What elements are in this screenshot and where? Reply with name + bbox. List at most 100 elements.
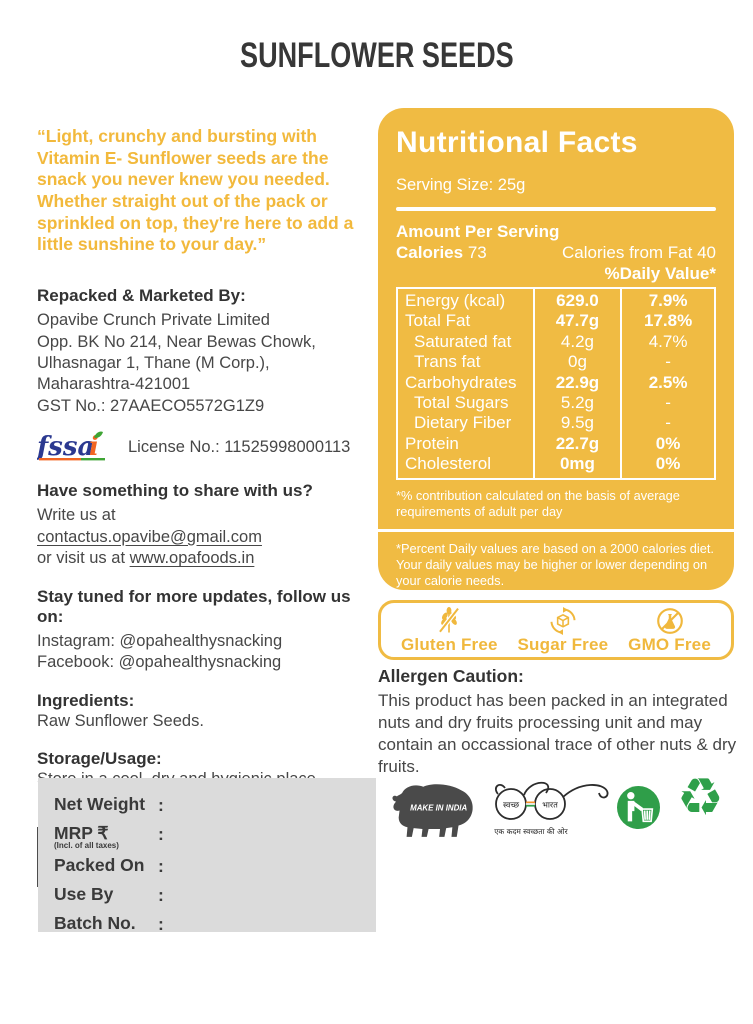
mrp-field: MRP ₹ (Incl. of all taxes) : bbox=[54, 823, 376, 850]
nutrient-label: Dietary Fiber bbox=[414, 413, 512, 433]
nutrient-label: Carbohydrates bbox=[405, 372, 517, 392]
gmo-free-badge: GMO Free bbox=[628, 606, 711, 653]
svg-text:एक कदम स्वच्छता की ओर: एक कदम स्वच्छता की ओर bbox=[494, 827, 568, 836]
nutrient-label: Protein bbox=[405, 433, 459, 453]
nutrient-amount: 0g bbox=[532, 352, 622, 373]
sugar-free-badge: Sugar Free bbox=[518, 606, 609, 653]
colon: : bbox=[158, 914, 164, 934]
nutrition-facts-panel: Nutritional Facts Serving Size: 25g Amou… bbox=[378, 108, 734, 590]
svg-text:i: i bbox=[89, 432, 99, 462]
address-line: Maharashtra-421001 bbox=[37, 375, 191, 394]
colon: : bbox=[158, 795, 164, 815]
table-row: Saturated fat 4.2g 4.7% bbox=[397, 331, 715, 353]
left-column: “Light, crunchy and bursting with Vitami… bbox=[37, 126, 377, 888]
storage-heading: Storage/Usage: bbox=[37, 748, 162, 768]
company-name: Opavibe Crunch Private Limited bbox=[37, 311, 270, 330]
table-row: Cholesterol 0mg 0% bbox=[397, 454, 715, 479]
use-by-field: Use By : bbox=[54, 885, 376, 905]
page-title: SUNFLOWER SEEDS bbox=[0, 34, 753, 75]
calories-row: Calories 73 Calories from Fat 40 bbox=[396, 242, 716, 263]
nutrient-amount: 5.2g bbox=[532, 393, 622, 414]
social-heading: Stay tuned for more updates, follow us o… bbox=[37, 586, 351, 626]
colon: : bbox=[158, 856, 164, 876]
flask-slash-icon bbox=[656, 606, 684, 636]
nutrient-amount: 9.5g bbox=[532, 413, 622, 434]
fssai-license-row: fssa i License No.: 11525998000113 bbox=[37, 430, 377, 464]
packed-on-label: Packed On bbox=[54, 855, 145, 875]
gluten-free-badge: Gluten Free bbox=[401, 606, 498, 653]
sugar-cube-recycle-icon bbox=[549, 606, 577, 636]
nutrient-dv: 4.7% bbox=[620, 331, 715, 353]
contact-email-link[interactable]: contactus.opavibe@gmail.com bbox=[37, 527, 262, 546]
share-heading: Have something to share with us? bbox=[37, 481, 313, 501]
nutrition-footnote-1: *% contribution calculated on the basis … bbox=[396, 487, 680, 519]
nutrient-dv: - bbox=[620, 413, 715, 434]
wheat-slash-icon bbox=[436, 606, 462, 636]
nutrient-label: Total Sugars bbox=[414, 393, 509, 413]
nutrient-dv: - bbox=[620, 352, 715, 373]
mrp-taxes-note: (Incl. of all taxes) bbox=[54, 841, 119, 850]
daily-value-heading: %Daily Value* bbox=[604, 264, 716, 283]
allergen-caution: Allergen Caution: This product has been … bbox=[378, 666, 742, 778]
nutrient-dv: 7.9% bbox=[620, 288, 715, 312]
serving-size: Serving Size: 25g bbox=[396, 176, 526, 194]
mrp-label: MRP ₹ (Incl. of all taxes) bbox=[54, 823, 119, 850]
nutrient-label: Energy (kcal) bbox=[405, 291, 506, 310]
fssai-logo-icon: fssa i bbox=[37, 431, 105, 462]
nutrient-amount: 0mg bbox=[532, 454, 622, 479]
nutrient-dv: 0% bbox=[620, 433, 715, 455]
divider bbox=[396, 207, 716, 211]
marketing-quote: “Light, crunchy and bursting with Vitami… bbox=[37, 126, 354, 255]
batch-no-field: Batch No. : bbox=[54, 914, 376, 934]
nutrient-dv: 17.8% bbox=[620, 311, 715, 332]
gst-number: GST No.: 27AAECO5572G1Z9 bbox=[37, 396, 265, 415]
product-name: SUNFLOWER SEEDS bbox=[239, 34, 514, 75]
nutrient-amount: 22.9g bbox=[532, 372, 622, 394]
recycle-icon: ♻ bbox=[677, 768, 724, 828]
website-link[interactable]: www.opafoods.in bbox=[129, 549, 255, 568]
write-us-label: Write us at bbox=[37, 506, 116, 525]
facebook-handle[interactable]: Facebook: @opahealthysnacking bbox=[37, 653, 282, 672]
table-row: Dietary Fiber 9.5g - bbox=[397, 413, 715, 434]
svg-text:भारत: भारत bbox=[542, 801, 558, 810]
make-in-india-lion-icon: MAKE IN INDIA bbox=[389, 782, 477, 851]
address-line: Opp. BK No 214, Near Bewas Chowk, bbox=[37, 332, 316, 351]
colon: : bbox=[158, 885, 164, 905]
nutrient-label: Trans fat bbox=[414, 352, 481, 372]
nutrient-dv: 2.5% bbox=[620, 372, 715, 394]
allergen-text: This product has been packed in an integ… bbox=[378, 691, 737, 776]
nutrient-amount: 4.2g bbox=[532, 331, 622, 353]
packed-on-field: Packed On : bbox=[54, 856, 376, 876]
ingredients-text: Raw Sunflower Seeds. bbox=[37, 711, 204, 730]
table-row: Total Fat 47.7g 17.8% bbox=[397, 311, 715, 332]
table-row: Trans fat 0g - bbox=[397, 352, 715, 373]
nutrient-dv: 0% bbox=[620, 454, 715, 479]
allergen-heading: Allergen Caution: bbox=[378, 666, 524, 686]
badge-label: Sugar Free bbox=[517, 634, 609, 654]
svg-text:MAKE IN INDIA: MAKE IN INDIA bbox=[410, 803, 467, 812]
calories-value: 73 bbox=[467, 243, 487, 262]
nutrition-footnote-2: *Percent Daily values are based on a 200… bbox=[396, 540, 714, 588]
visit-us-label: or visit us at bbox=[37, 549, 130, 568]
calories-label: Calories bbox=[396, 243, 464, 262]
colon: : bbox=[158, 824, 164, 844]
free-from-badges: Gluten Free Sugar Fre bbox=[378, 600, 734, 660]
address-line: Ulhasnagar 1, Thane (M Corp.), bbox=[37, 354, 270, 372]
nutrient-amount: 22.7g bbox=[532, 433, 622, 455]
badge-label: Gluten Free bbox=[401, 634, 498, 654]
batch-no-label: Batch No. bbox=[54, 913, 136, 933]
amount-per-serving: Amount Per Serving bbox=[396, 222, 560, 241]
swachh-bharat-glasses-icon: स्वच्छ भारत एक कदम स्वच्छता की ओर bbox=[486, 777, 612, 846]
nutrient-label: Total Fat bbox=[405, 311, 471, 331]
nutrient-label: Cholesterol bbox=[405, 454, 491, 474]
nutrient-amount: 47.7g bbox=[532, 311, 622, 332]
badge-label: GMO Free bbox=[628, 634, 711, 654]
divider bbox=[378, 528, 734, 532]
nutrition-heading: Nutritional Facts bbox=[396, 126, 638, 159]
ingredients-heading: Ingredients: bbox=[37, 690, 135, 710]
svg-text:स्वच्छ: स्वच्छ bbox=[503, 801, 520, 810]
net-weight-field: Net Weight : bbox=[54, 795, 376, 815]
instagram-handle[interactable]: Instagram: @opahealthysnacking bbox=[37, 631, 283, 650]
calories-from-fat: Calories from Fat 40 bbox=[562, 243, 716, 262]
